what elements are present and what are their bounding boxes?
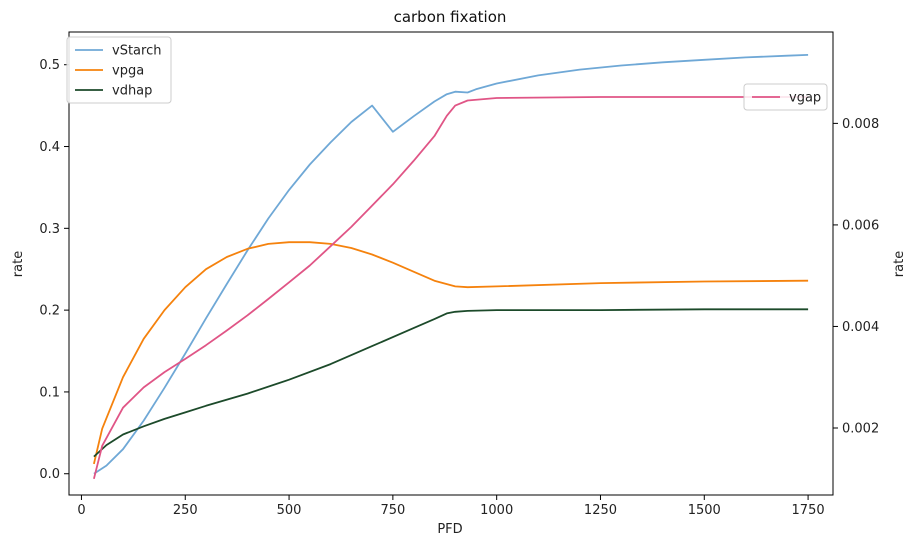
y-tick-label: 0.0 — [39, 467, 60, 482]
y2-tick-label: 0.006 — [842, 218, 879, 233]
legend-label-vgap: vgap — [789, 91, 821, 106]
y-tick-label: 0.1 — [39, 385, 60, 400]
x-tick-label: 0 — [77, 503, 85, 518]
legend-label-vdhap: vdhap — [112, 84, 152, 99]
plot-area: 0 250 500 750 1000 1250 1500 1750 0.0 0.1 0.2 0.3 0.… — [39, 31, 879, 518]
y2-axis-label: rate — [892, 251, 907, 277]
legend-label-vpga: vpga — [112, 64, 144, 79]
y2-tick-label: 0.002 — [842, 421, 879, 436]
series-line-vpga — [93, 241, 809, 465]
y-tick-label: 0.2 — [39, 304, 60, 319]
legend-right — [743, 83, 828, 111]
y-tick-label: 0.3 — [39, 222, 60, 237]
x-axis-label: PFD — [437, 522, 462, 537]
x-tick-label: 1250 — [584, 503, 617, 518]
x-tick-label: 1500 — [688, 503, 721, 518]
series-line-vstarch — [93, 54, 809, 475]
y2-tick-label: 0.004 — [842, 320, 879, 335]
chart-title: carbon fixation — [394, 8, 507, 26]
plot-frame — [68, 31, 834, 496]
series-line-vgap — [93, 96, 809, 480]
y-axis-label: rate — [11, 251, 26, 277]
series-line-vdhap — [93, 308, 809, 458]
y-tick-label: 0.4 — [39, 140, 60, 155]
x-tick-label: 750 — [380, 503, 405, 518]
legend-label-vstarch: vStarch — [112, 44, 161, 59]
x-tick-label: 1750 — [792, 503, 825, 518]
legend-left — [66, 36, 172, 104]
x-tick-label: 1000 — [480, 503, 513, 518]
x-tick-label: 500 — [277, 503, 302, 518]
y-tick-label: 0.5 — [39, 58, 60, 73]
x-tick-label: 250 — [173, 503, 198, 518]
y2-tick-label: 0.008 — [842, 117, 879, 132]
